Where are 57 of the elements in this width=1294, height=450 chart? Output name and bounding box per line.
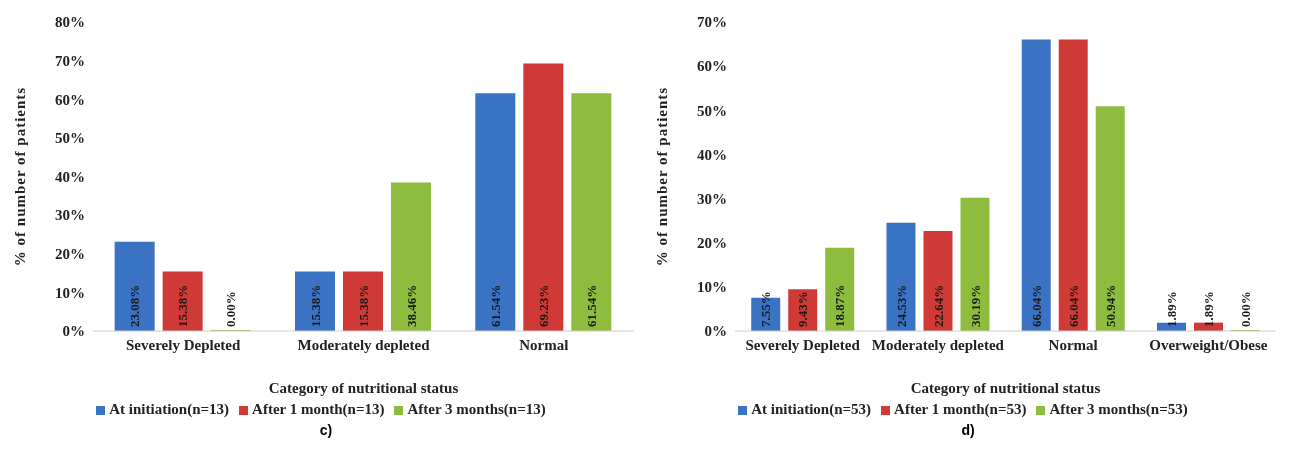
y-tick-label: 40% bbox=[55, 168, 85, 185]
text: d) bbox=[960, 422, 976, 438]
y-tick-label: 70% bbox=[55, 52, 85, 69]
x-tick-label: Normal bbox=[1048, 336, 1098, 353]
data-label: 0.00% bbox=[223, 291, 239, 327]
y-tick-label: 0% bbox=[62, 323, 85, 340]
y-tick-label: 20% bbox=[55, 246, 85, 263]
data-label: 61.54% bbox=[487, 284, 503, 327]
y-tick-label: 50% bbox=[55, 130, 85, 147]
y-tick-label: 10% bbox=[697, 279, 727, 296]
legend-label: After 1 month(n=13) bbox=[252, 401, 385, 417]
y-tick-label: 40% bbox=[697, 146, 727, 163]
data-label: 69.23% bbox=[535, 284, 551, 327]
data-label: 24.53% bbox=[893, 284, 909, 327]
y-axis-title: % of number of patients bbox=[654, 86, 671, 267]
y-axis-title: % of number of patients bbox=[12, 86, 29, 267]
y-tick-label: 80% bbox=[55, 14, 85, 31]
x-axis-title: Category of nutritional status bbox=[910, 380, 1101, 396]
data-label: 15.38% bbox=[355, 284, 371, 327]
legend-label: At initiation(n=53) bbox=[751, 401, 872, 417]
data-label: 18.87% bbox=[832, 284, 848, 327]
data-label: 15.38% bbox=[175, 284, 191, 327]
data-label: 30.19% bbox=[967, 284, 983, 327]
legend-label: After 3 months(n=13) bbox=[407, 401, 546, 417]
y-tick-label: 30% bbox=[697, 190, 727, 207]
data-label: 66.04% bbox=[1028, 284, 1044, 327]
y-tick-label: 10% bbox=[55, 284, 85, 301]
data-label: 50.94% bbox=[1102, 284, 1118, 327]
data-label: 1.89% bbox=[1201, 291, 1217, 327]
x-tick-label: Moderately depleted bbox=[871, 336, 1005, 353]
x-tick-label: Moderately depleted bbox=[297, 336, 431, 353]
legend-label: After 3 months(n=53) bbox=[1049, 401, 1188, 417]
y-tick-label: 70% bbox=[697, 14, 727, 31]
y-tick-label: 60% bbox=[697, 58, 727, 75]
data-label: 0.00% bbox=[1238, 291, 1254, 327]
x-tick-label: Severely Depleted bbox=[745, 336, 861, 353]
data-label: 38.46% bbox=[403, 284, 419, 327]
legend-label: At initiation(n=13) bbox=[109, 401, 230, 417]
y-tick-label: 0% bbox=[704, 323, 727, 340]
legend-label: After 1 month(n=53) bbox=[894, 401, 1027, 417]
x-tick-label: Overweight/Obese bbox=[1149, 336, 1268, 353]
data-label: 15.38% bbox=[307, 284, 323, 327]
x-tick-label: Normal bbox=[519, 336, 569, 353]
data-label: 9.43% bbox=[795, 291, 811, 327]
y-tick-label: 20% bbox=[697, 235, 727, 252]
data-label: 61.54% bbox=[583, 284, 599, 327]
data-label: 22.64% bbox=[930, 284, 946, 327]
data-label: 23.08% bbox=[127, 284, 143, 327]
data-label: 66.04% bbox=[1065, 284, 1081, 327]
x-tick-label: Severely Depleted bbox=[126, 336, 241, 353]
x-axis-title: Category of nutritional status bbox=[268, 380, 459, 396]
y-tick-label: 60% bbox=[55, 91, 85, 108]
y-tick-label: 30% bbox=[55, 207, 85, 224]
text: c) bbox=[318, 422, 334, 438]
data-label: 1.89% bbox=[1164, 291, 1180, 327]
data-label: 7.55% bbox=[758, 291, 774, 327]
y-tick-label: 50% bbox=[697, 102, 727, 119]
